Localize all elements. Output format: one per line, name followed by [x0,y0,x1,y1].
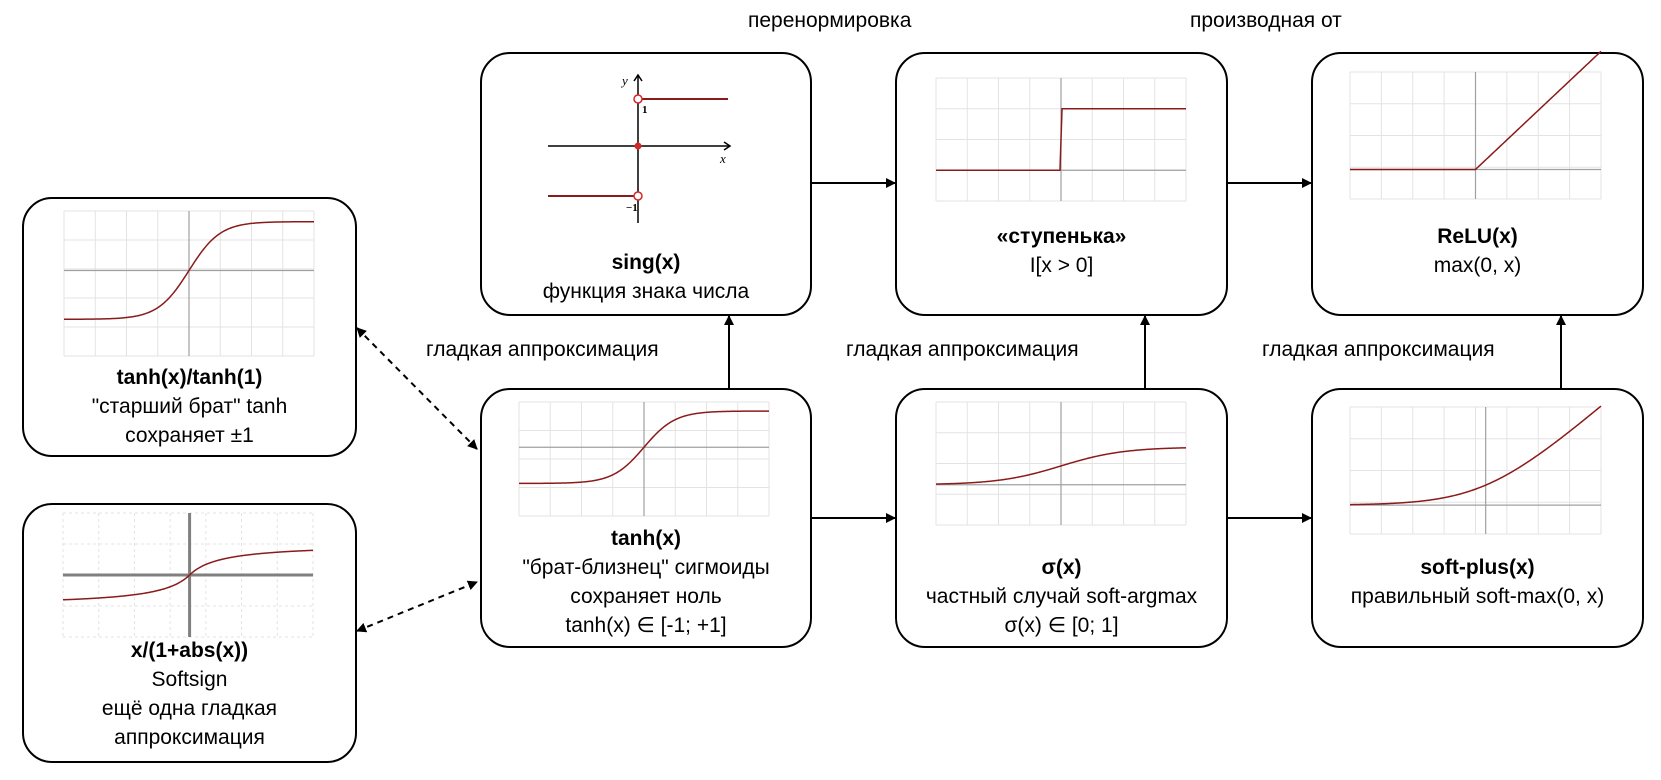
function-curve [519,410,769,485]
node-desc-1: "старший брат" tanh [91,395,288,418]
filled-point-origin [634,142,642,150]
node-tanh: tanh(x) "брат-близнец" сигмоиды сохраняе… [480,388,812,648]
node-desc-2: σ(x) ∈ [0; 1] [1004,614,1119,637]
node-desc-3: tanh(x) ∈ [-1; +1] [565,614,727,637]
tick-label-pos: 1 [642,104,648,116]
node-title: «ступенька» [996,225,1127,248]
function-curve [1350,50,1602,171]
node-tanh-normalized: tanh(x)/tanh(1) "старший брат" tanh сохр… [22,197,357,457]
open-point-bottom [633,191,643,201]
function-curve [936,108,1186,171]
node-step: «ступенька» I[x > 0] [895,52,1228,316]
edge-label-smooth-1: гладкая аппроксимация [426,338,659,361]
step-plot [935,77,1187,202]
function-curve [64,220,314,321]
sign-plot: y x 1 −1 [548,73,732,223]
function-curve [935,447,1187,485]
node-desc-1: "брат-близнец" сигмоиды [522,556,770,579]
node-title: tanh(x)/tanh(1) [116,366,263,389]
tanh-plot [518,401,770,517]
node-desc-2: сохраняет ноль [570,585,722,608]
edge-label-derivative: производная от [1190,9,1342,32]
function-curve [1349,405,1602,506]
tick-label-neg: −1 [626,202,638,214]
plot-grid [1349,406,1602,535]
node-desc-2: ещё одна гладкая [101,697,278,720]
x-axis-label: x [719,151,726,166]
node-sign: y x 1 −1 sing(x) функция знака числа [480,52,812,316]
open-point-top [633,94,643,104]
sigmoid-plot [935,401,1187,526]
y-axis-label: y [620,73,628,88]
node-softplus: soft-plus(x) правильный soft-max(0, x) [1311,388,1644,648]
softplus-plot [1349,405,1602,535]
node-desc-1: Softsign [151,668,228,691]
node-softsign: x/(1+abs(x)) Softsign ещё одна гладкая а… [22,503,357,763]
node-title: σ(x) [1041,556,1082,579]
node-desc: I[x > 0] [1029,254,1094,277]
node-desc-1: частный случай soft-argmax [925,585,1198,608]
node-title: x/(1+abs(x)) [130,639,249,662]
node-desc-2: сохраняет ±1 [125,424,254,447]
node-sigmoid: σ(x) частный случай soft-argmax σ(x) ∈ [… [895,388,1228,648]
edge-label-smooth-2: гладкая аппроксимация [846,338,1079,361]
node-title: soft-plus(x) [1420,556,1535,579]
dashed-arrow-softsign-tanh [356,580,478,633]
node-title: sing(x) [611,251,681,274]
tanh-normalized-plot [63,210,315,357]
node-desc-3: аппроксимация [114,726,265,749]
edge-label-renorm: перенормировка [748,9,912,32]
node-desc-1: правильный soft-max(0, x) [1350,585,1605,608]
edge-label-smooth-3: гладкая аппроксимация [1262,338,1495,361]
softsign-plot [62,512,314,638]
node-title: ReLU(x) [1437,225,1518,248]
node-title: tanh(x) [611,527,681,550]
node-desc: функция знака числа [542,280,750,303]
relu-plot [1349,50,1602,200]
node-desc: max(0, x) [1433,254,1522,277]
node-relu: ReLU(x) max(0, x) [1311,50,1644,316]
function-curve [62,549,314,601]
